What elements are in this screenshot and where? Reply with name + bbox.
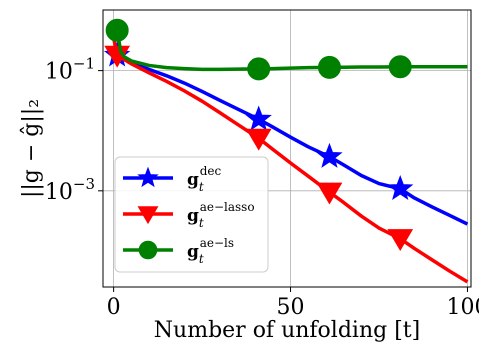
x-tick-label: 50 [277,295,305,320]
series-line [111,37,469,284]
data-point-marker [247,57,271,81]
series-group [105,18,468,81]
y-tick-label: 10−3 [45,175,95,205]
data-point-marker [317,55,341,79]
data-point-marker [316,142,343,168]
series-lines [104,18,469,284]
x-tick-label: 0 [107,295,121,320]
legend-marker [137,166,159,188]
legend-label: gtae−ls [187,236,234,266]
y-tick-label: 10−1 [45,55,95,85]
series-line [115,29,468,72]
legend-item: gtdec [123,164,222,194]
legend-label: gtae−lasso [187,200,255,230]
legend-item: gtae−lasso [123,200,255,230]
y-axis-label: ||g − ĝ||₂ [19,99,44,198]
plot-frame [102,9,472,288]
data-point-marker [387,229,414,252]
legend-item: gtae−ls [123,236,234,266]
data-point-marker [387,174,414,200]
legend: gtdec gtae−lasso gtae−ls [114,156,269,273]
data-point-marker [105,18,129,42]
x-axis-label: Number of unfolding [t] [154,318,420,343]
x-tick-label: 100 [446,295,479,320]
data-point-marker [245,128,272,151]
data-point-marker [245,105,272,131]
legend-marker [137,206,159,225]
series-line [116,53,469,226]
data-point-marker [388,55,412,79]
legend-label: gtdec [187,164,222,194]
axis-ticks: 0 50 100 10−1 10−3 [45,55,479,320]
legend-marker [138,240,158,260]
data-point-marker [316,182,343,205]
